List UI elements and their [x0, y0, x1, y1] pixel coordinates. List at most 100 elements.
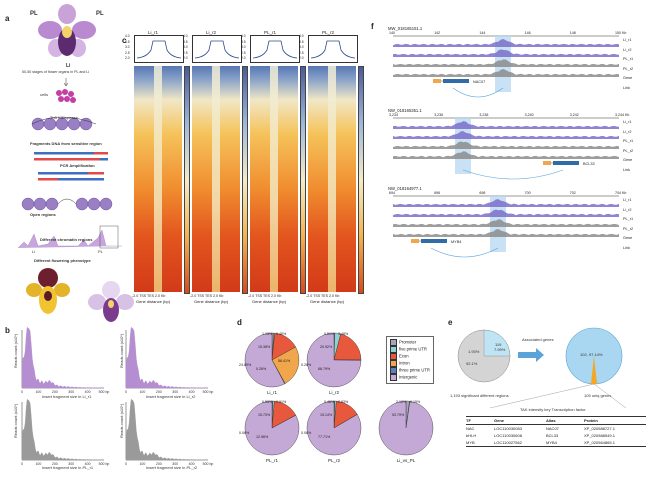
- pie-pct-label: 0.26%: [256, 367, 267, 371]
- gene-model: [553, 161, 579, 165]
- profile-plot: [250, 35, 300, 63]
- hist-xtick: 0: [21, 462, 23, 466]
- tf-header-gene: Gene: [494, 418, 505, 423]
- hist-xtick: 100: [139, 390, 145, 394]
- locus-tick: 3,234: [389, 113, 398, 117]
- pie-pct-label: 53.79%: [392, 413, 405, 417]
- profile-title: PL_r1: [264, 30, 277, 35]
- step-phenotype: Different flowering phenotype: [34, 258, 91, 263]
- track-label: PL_r2: [623, 66, 634, 71]
- profile-ytick: 4.0: [299, 34, 304, 38]
- gene-name: NAC07: [473, 80, 485, 84]
- heatmap-colorbar: [300, 66, 306, 294]
- signal-track: [393, 219, 619, 227]
- locus-tick: 144: [479, 31, 486, 35]
- hist-xtick: 500 bp: [99, 390, 110, 394]
- signal-track: [393, 59, 619, 67]
- legend-item-intergenic: Intergenic: [390, 374, 430, 381]
- e-left-pct-2: 92.1%: [466, 361, 478, 366]
- table-row: MYB LOC110027562 MYB4 XP_020564865.1: [466, 440, 615, 445]
- hist-area: [125, 399, 209, 461]
- e-right-pct: 102, 97.14%: [580, 352, 603, 357]
- pie-pct-label: 20.92%: [320, 345, 333, 349]
- profile-ytick: 2.0: [183, 56, 188, 60]
- pie-pct-label: 0.51%: [324, 332, 335, 336]
- step-fragments: Fragments DNA from sensitive region: [30, 141, 102, 146]
- heatmap: [134, 66, 182, 292]
- track-label: PL_r2: [623, 148, 634, 153]
- pie-pct-label: 0.46%: [324, 400, 335, 404]
- pie-slice: [244, 400, 300, 456]
- hist-xtick: 300: [172, 462, 178, 466]
- profile-ytick: 3.0: [241, 45, 246, 49]
- pie-label: PL_r2: [328, 458, 341, 463]
- pie-pct-label: 0.28%: [301, 363, 312, 367]
- hist-xtick: 500 bp: [203, 462, 214, 466]
- pie-pct-label: 12.96%: [256, 435, 269, 439]
- profile-plot: [134, 35, 184, 63]
- pie-pct-label: 0.06%: [301, 431, 312, 435]
- step-1: 50-50 stages of flower organs in PL and …: [22, 70, 90, 74]
- locus-tracks: MYB4: [393, 195, 619, 258]
- hist-xtick: 0: [21, 390, 23, 394]
- gene-model: [443, 79, 469, 83]
- profile-ytick: 3.0: [183, 45, 188, 49]
- profile-ytick: 3.5: [299, 39, 304, 44]
- tf-callout-lines: [489, 383, 627, 409]
- pie-pct-label: 68.79%: [318, 367, 331, 371]
- hist-xtick: 400: [189, 390, 195, 394]
- locus-tick: 3,240: [524, 113, 534, 117]
- table-row: NAC LOC110030083 NAC07 XP_020588727.1: [466, 426, 615, 431]
- hist-xtick: 300: [68, 462, 74, 466]
- pie-pct-label: 1.13%: [262, 332, 273, 336]
- profile-ytick: 4.0: [241, 34, 246, 38]
- flower-li: [26, 268, 70, 314]
- e-mid-pct-2: 7.99%: [494, 347, 506, 352]
- hist-xtick: 200: [156, 390, 162, 394]
- hist-xtick: 100: [35, 462, 41, 466]
- hist-xtick: 0: [125, 462, 127, 466]
- profile-ytick: 4.0: [183, 34, 188, 38]
- profile-curve: [136, 40, 182, 59]
- profile-ytick: 2.0: [125, 56, 130, 60]
- signal-track: [393, 49, 619, 57]
- heatmap: [308, 66, 356, 292]
- pie-pct-label: 0.53%: [262, 400, 273, 404]
- gene-model: [421, 239, 447, 243]
- panel-letter-f: f: [371, 22, 374, 31]
- pie-label: PL_r1: [266, 458, 279, 463]
- panel-letter-e: e: [448, 318, 453, 327]
- heatmap-xticks: -2.0 TSS TES 2.0 Kb: [190, 294, 224, 298]
- profile-ytick: 2.0: [241, 56, 246, 60]
- profile-curve: [310, 40, 356, 59]
- locus-tick: 3,238: [479, 113, 489, 117]
- tf-header-alias: Alias: [546, 418, 556, 423]
- profile-plot: [308, 35, 358, 63]
- step-open-regions: Open regions: [30, 212, 56, 217]
- hist-xtick: 400: [189, 462, 195, 466]
- hist-xtick: 400: [85, 462, 91, 466]
- heatmap: [250, 66, 298, 292]
- pie-label: Li_r2: [329, 390, 340, 395]
- hist-xtick: 100: [139, 462, 145, 466]
- pie-pct-label: 2.12%: [396, 400, 407, 404]
- chromatin-peak-tracks: [17, 225, 122, 249]
- hist-area: [21, 399, 105, 461]
- signal-track: [393, 39, 619, 47]
- locus-name: MW_018165151.1: [388, 26, 423, 31]
- profile-curve: [194, 40, 240, 59]
- pie-pct-label: 0.46%: [276, 332, 287, 336]
- table-row: bHLH LOC110030608 BCL33 XP_020588549.1: [466, 433, 615, 438]
- pie-pct-label: 15.38%: [258, 345, 271, 349]
- signal-track: [393, 141, 619, 149]
- step-tn5: Tn5 transpease: [50, 115, 78, 120]
- tf-header-protein: Protein: [584, 418, 598, 423]
- track-label: Li_r2: [623, 47, 632, 52]
- e-left-pct-1: 1.93%: [468, 349, 480, 354]
- link-arc: [462, 169, 564, 180]
- panel-letter-d: d: [237, 318, 242, 327]
- legend-item-promoter: Promoter: [390, 339, 430, 346]
- profile-ytick: 4.0: [125, 34, 130, 38]
- heatmap-xticks: -2.0 TSS TES 2.0 Kb: [306, 294, 340, 298]
